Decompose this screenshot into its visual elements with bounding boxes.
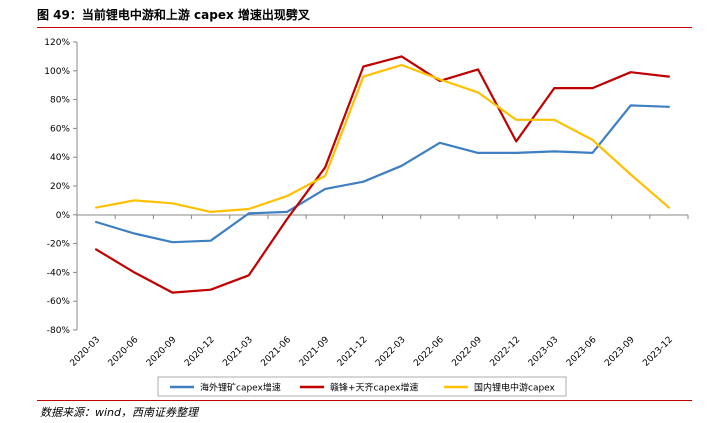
x-tick-label: 2021-06 — [259, 335, 293, 369]
legend-label-3: 国内锂电中游capex — [474, 382, 556, 394]
x-tick-label: 2021-12 — [336, 335, 370, 369]
x-tick-label: 2021-03 — [221, 335, 255, 369]
y-tick-label: 40% — [50, 153, 70, 163]
top-rule — [37, 27, 692, 28]
y-tick-label: -40% — [47, 268, 71, 278]
x-tick-label: 2020-06 — [107, 335, 141, 369]
x-tick-label: 2022-03 — [374, 335, 408, 369]
x-tick-label: 2021-09 — [298, 335, 332, 369]
y-tick-label: -20% — [47, 240, 71, 250]
x-tick-label: 2022-12 — [489, 335, 523, 369]
series-line-2 — [94, 55, 671, 294]
y-tick-label: 80% — [50, 96, 70, 106]
x-tick-label: 2022-09 — [450, 335, 484, 369]
y-tick-label: 120% — [44, 38, 70, 48]
bottom-rule — [37, 400, 692, 401]
y-tick-label: 60% — [50, 124, 70, 134]
title-bar: 图 49：当前锂电中游和上游 capex 增速出现劈叉 — [37, 6, 692, 26]
y-tick-label: 20% — [50, 182, 70, 192]
y-tick-label: 0% — [56, 211, 71, 221]
source-note: 数据来源：wind，西南证券整理 — [40, 406, 199, 419]
series-line-3 — [94, 63, 671, 213]
x-tick-label: 2023-03 — [527, 335, 561, 369]
x-tick-label: 2023-09 — [603, 335, 637, 369]
x-tick-label: 2022-06 — [412, 335, 446, 369]
x-tick-label: 2020-12 — [183, 335, 217, 369]
x-tick-label: 2023-12 — [641, 335, 675, 369]
y-tick-label: 100% — [44, 67, 70, 77]
legend-box — [157, 376, 567, 397]
legend-label-2: 赣锋+天齐capex增速 — [330, 382, 418, 394]
legend-label-1: 海外锂矿capex增速 — [200, 382, 281, 394]
y-tick-label: -60% — [47, 297, 71, 307]
y-tick-label: -80% — [47, 326, 71, 336]
x-tick-label: 2020-03 — [69, 335, 103, 369]
x-tick-label: 2023-06 — [565, 335, 599, 369]
x-tick-label: 2020-09 — [145, 335, 179, 369]
chart-title: 图 49：当前锂电中游和上游 capex 增速出现劈叉 — [37, 8, 310, 22]
series-line-1 — [94, 104, 671, 244]
